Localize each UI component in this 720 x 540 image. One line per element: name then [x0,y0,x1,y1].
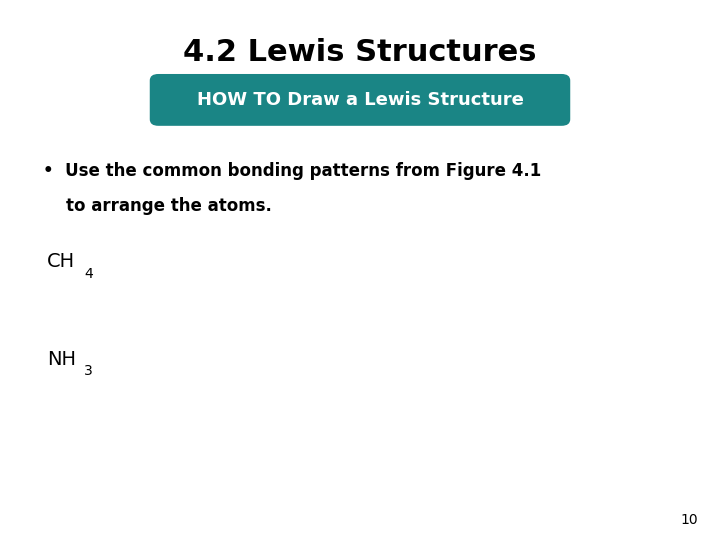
Text: CH: CH [47,252,75,272]
FancyBboxPatch shape [150,74,570,126]
Text: 4: 4 [84,267,93,281]
Text: NH: NH [47,349,76,369]
Text: 10: 10 [681,512,698,526]
Text: 4.2 Lewis Structures: 4.2 Lewis Structures [184,38,536,67]
Text: 3: 3 [84,364,93,378]
Text: to arrange the atoms.: to arrange the atoms. [43,197,272,215]
Text: •  Use the common bonding patterns from Figure 4.1: • Use the common bonding patterns from F… [43,162,541,180]
Text: HOW TO Draw a Lewis Structure: HOW TO Draw a Lewis Structure [197,91,523,109]
